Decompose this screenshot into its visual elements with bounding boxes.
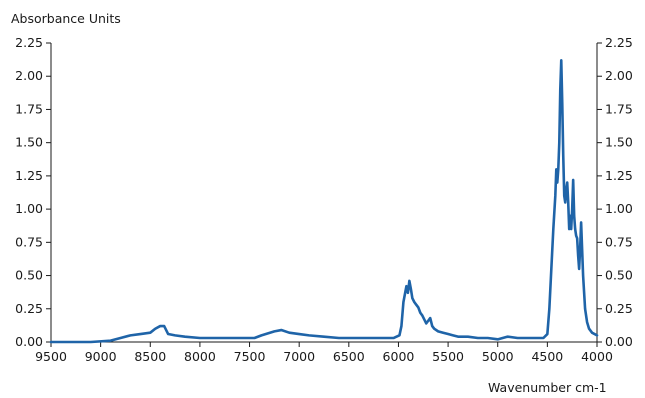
y-tick-label-right: 1.75: [605, 101, 633, 116]
x-tick-label: 9500: [35, 349, 67, 364]
y-tick-label-left: 1.50: [15, 135, 43, 150]
x-tick-label: 8500: [134, 349, 166, 364]
x-tick-label: 7000: [283, 349, 315, 364]
y-tick-label-left: 1.75: [15, 101, 43, 116]
x-tick-label: 5000: [482, 349, 514, 364]
y-tick-label-right: 0.00: [605, 334, 633, 349]
y-tick-label-left: 1.25: [15, 168, 43, 183]
axes: [50, 43, 598, 343]
y-tick-label-right: 2.00: [605, 68, 633, 83]
y-tick-label-left: 0.75: [15, 234, 43, 249]
y-tick-label-right: 1.00: [605, 201, 633, 216]
y-tick-label-left: 2.00: [15, 68, 43, 83]
y-tick-label-right: 1.25: [605, 168, 633, 183]
y-tick-label-right: 2.25: [605, 35, 633, 50]
y-tick-label-left: 2.25: [15, 35, 43, 50]
y-tick-label-right: 1.50: [605, 135, 633, 150]
y-tick-label-left: 0.00: [15, 334, 43, 349]
y-axis-title: Absorbance Units: [11, 11, 121, 26]
y-tick-label-right: 0.50: [605, 268, 633, 283]
series: [49, 58, 599, 344]
spectrum-line-0: [49, 58, 599, 344]
x-tick-label: 6500: [333, 349, 365, 364]
y-tick-label-right: 0.25: [605, 301, 633, 316]
x-tick-label: 7500: [234, 349, 266, 364]
ticks: [46, 42, 602, 347]
tick-labels: 0.00 0.00 0.25 0.25 0.50 0.50 0.75 0.75 1.00 1.00…: [15, 35, 633, 364]
y-tick-label-left: 1.00: [15, 201, 43, 216]
x-tick-label: 4000: [581, 349, 613, 364]
y-tick-label-left: 0.50: [15, 268, 43, 283]
x-tick-label: 9000: [85, 349, 117, 364]
y-tick-label-right: 0.75: [605, 234, 633, 249]
x-axis-title: Wavenumber cm-1: [488, 380, 607, 395]
x-tick-label: 6000: [383, 349, 415, 364]
x-tick-label: 4500: [531, 349, 563, 364]
x-tick-label: 5500: [432, 349, 464, 364]
y-tick-label-left: 0.25: [15, 301, 43, 316]
x-tick-label: 8000: [184, 349, 216, 364]
